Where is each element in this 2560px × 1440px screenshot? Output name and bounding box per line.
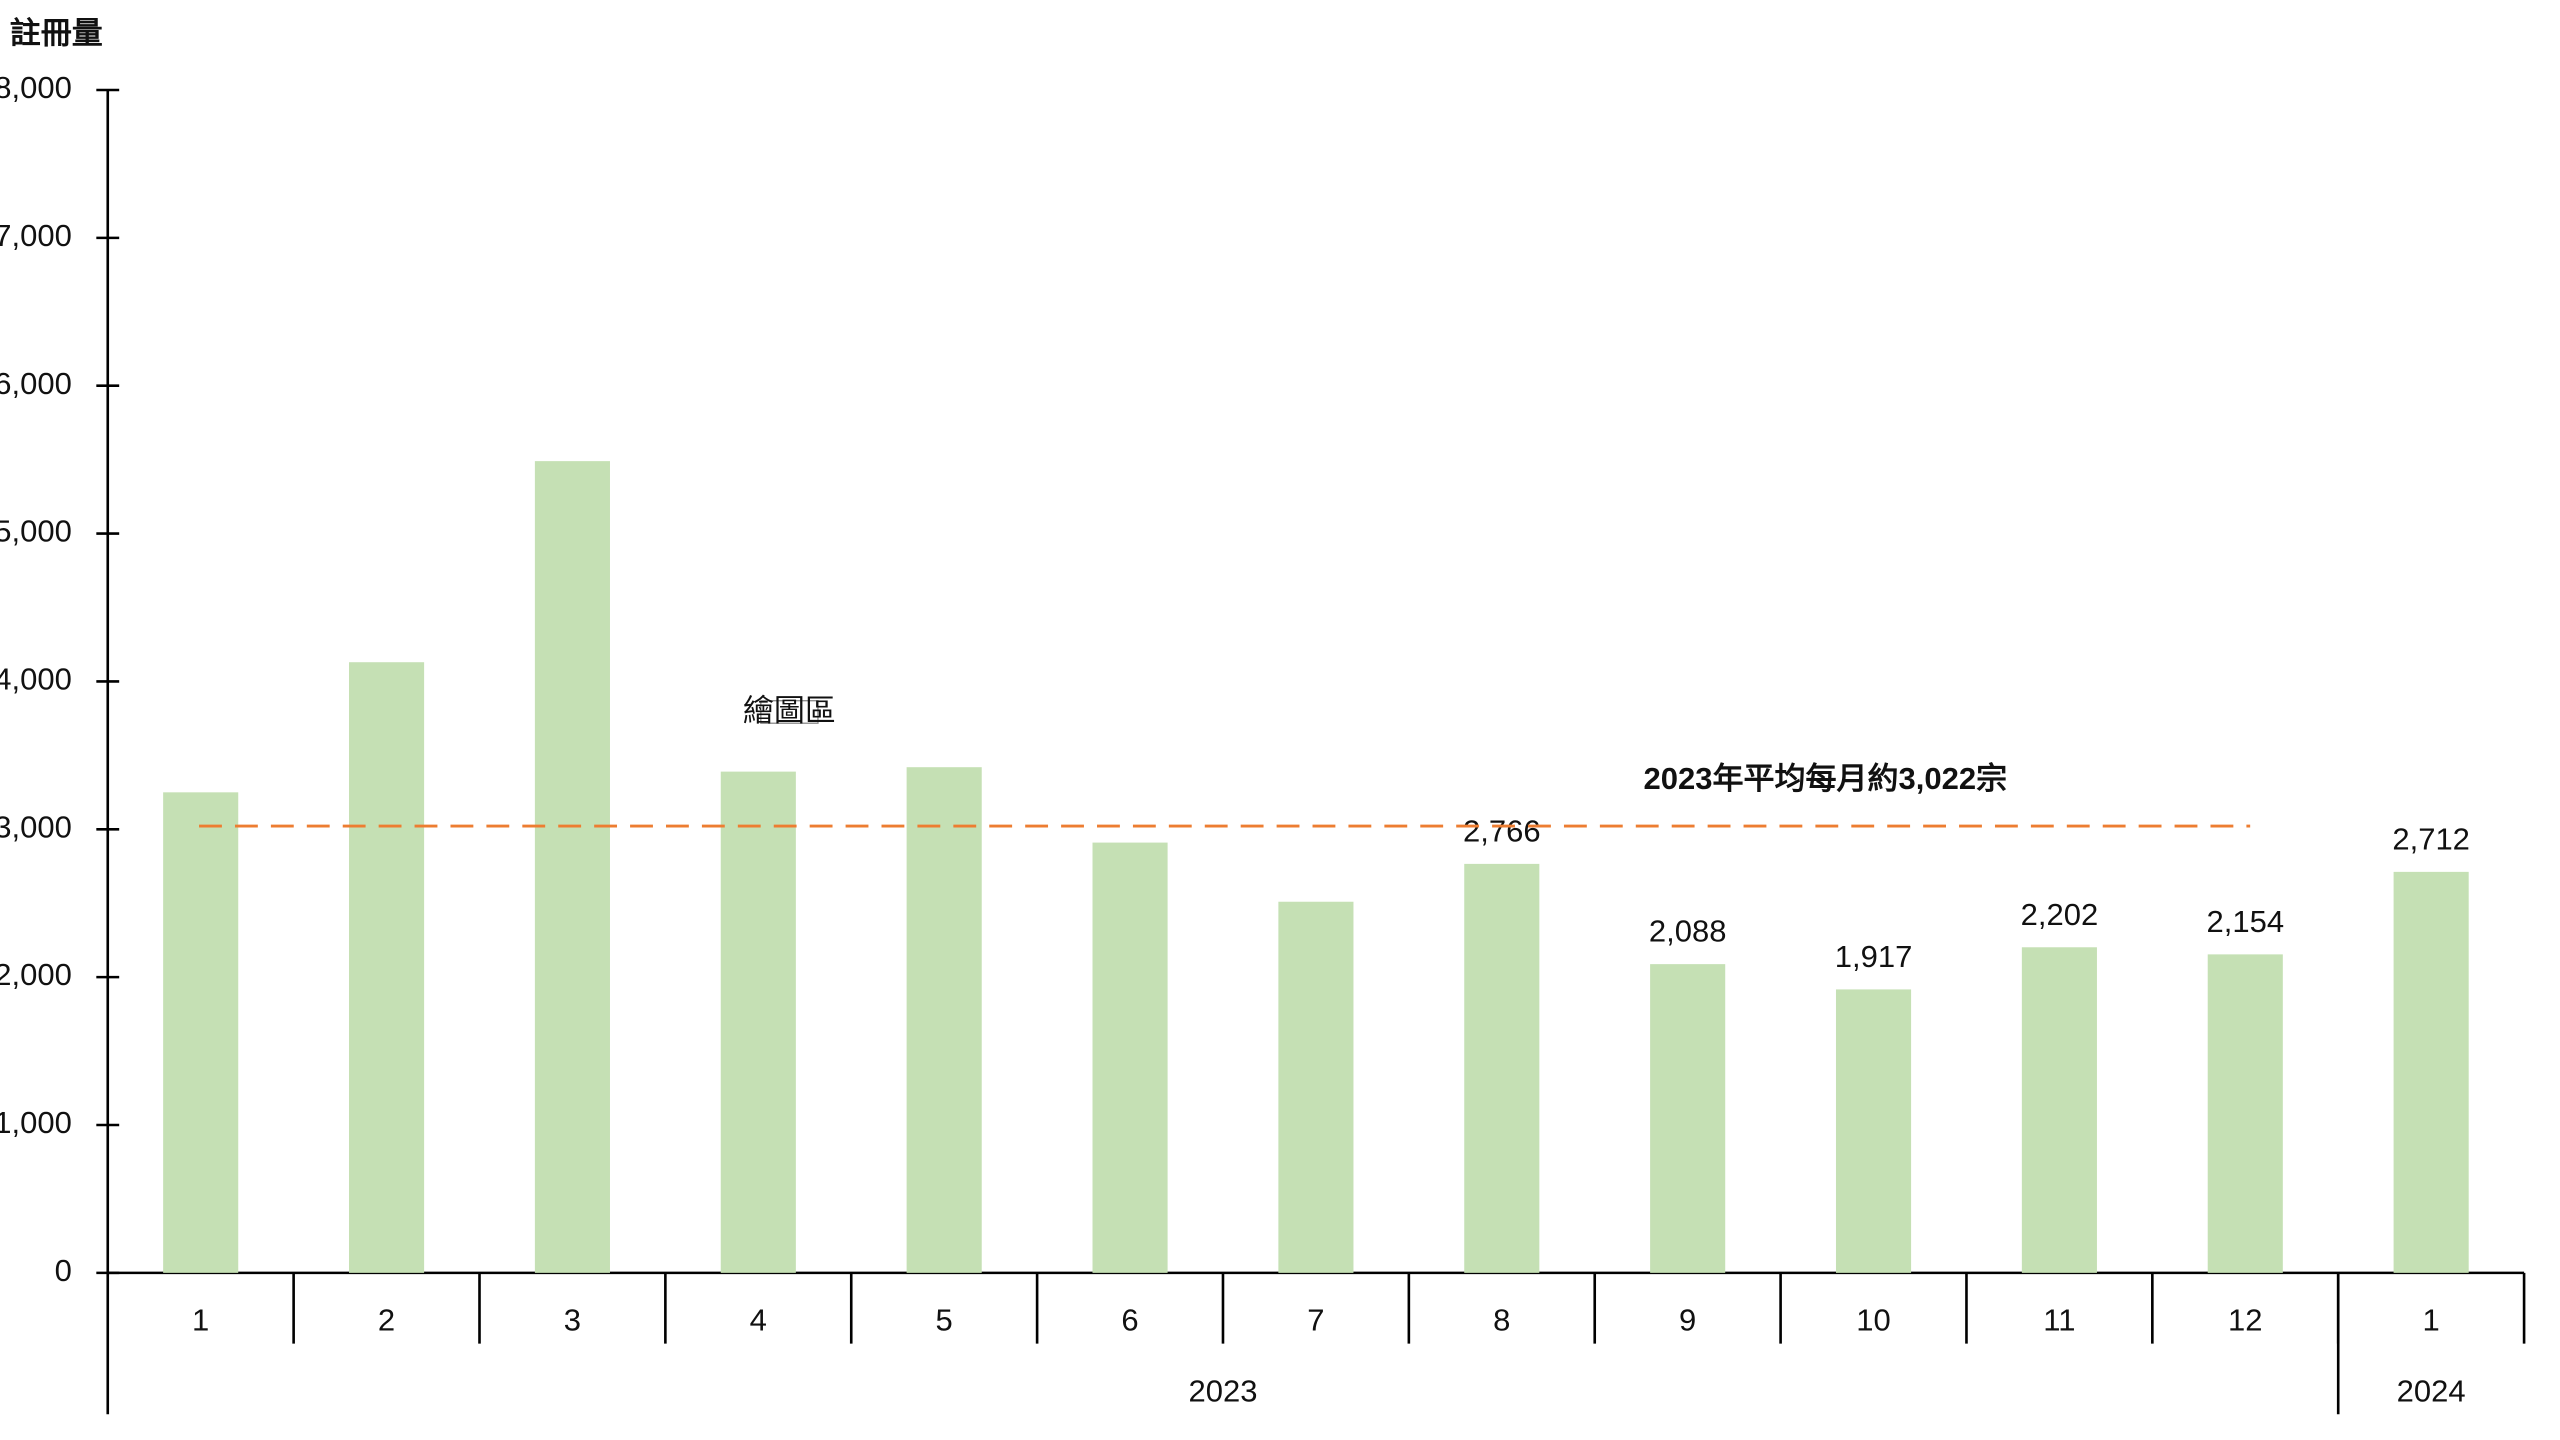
bar (906, 767, 982, 1273)
bar (720, 771, 796, 1273)
x-tick-label: 6 (1121, 1303, 1138, 1338)
y-tick-label: 8,000 (0, 70, 72, 105)
x-tick-label: 2 (378, 1303, 395, 1338)
x-tick-label: 1 (192, 1303, 209, 1338)
average-label: 2023年平均每月約3,022宗 (1643, 761, 2007, 796)
x-tick-label: 1 (2423, 1303, 2440, 1338)
y-tick-label: 2,000 (0, 957, 72, 992)
data-label: 2,766 (1463, 814, 1541, 849)
data-label: 2,712 (2392, 822, 2470, 857)
y-tick-label: 3,000 (0, 810, 72, 845)
y-tick-label: 6,000 (0, 366, 72, 401)
bar (2207, 954, 2283, 1273)
bar (163, 792, 239, 1273)
x-tick-label: 12 (2228, 1303, 2263, 1338)
data-label: 2,088 (1649, 914, 1727, 949)
x-tick-label: 7 (1307, 1303, 1324, 1338)
data-label: 2,154 (2206, 904, 2284, 939)
bar (1464, 863, 1540, 1273)
y-axis-title: 註冊量 (10, 16, 103, 51)
y-tick-label: 4,000 (0, 662, 72, 697)
x-tick-label: 11 (2043, 1303, 2075, 1338)
group-label: 2023 (1188, 1374, 1257, 1409)
bar (349, 662, 425, 1273)
data-label: 2,202 (2021, 897, 2099, 932)
bar (1278, 901, 1354, 1273)
y-tick-label: 0 (55, 1253, 72, 1288)
bar (534, 461, 610, 1273)
y-tick-label: 5,000 (0, 514, 72, 549)
y-tick-label: 1,000 (0, 1105, 72, 1140)
x-tick-label: 9 (1679, 1303, 1696, 1338)
bar (1835, 989, 1912, 1273)
y-tick-label: 7,000 (0, 218, 72, 253)
data-label: 1,917 (1835, 939, 1913, 974)
tooltip-box (760, 700, 819, 724)
bar (1650, 964, 1726, 1273)
x-tick-label: 10 (1856, 1303, 1891, 1338)
x-tick-label: 5 (936, 1303, 953, 1338)
x-tick-label: 3 (564, 1303, 581, 1338)
bar (2021, 947, 2097, 1273)
tooltip: 繪圖區 (743, 693, 836, 728)
bar (1092, 842, 1168, 1273)
bar (2393, 871, 2469, 1273)
group-label: 2024 (2397, 1374, 2466, 1409)
x-tick-label: 4 (750, 1303, 767, 1338)
x-tick-label: 8 (1493, 1303, 1510, 1338)
